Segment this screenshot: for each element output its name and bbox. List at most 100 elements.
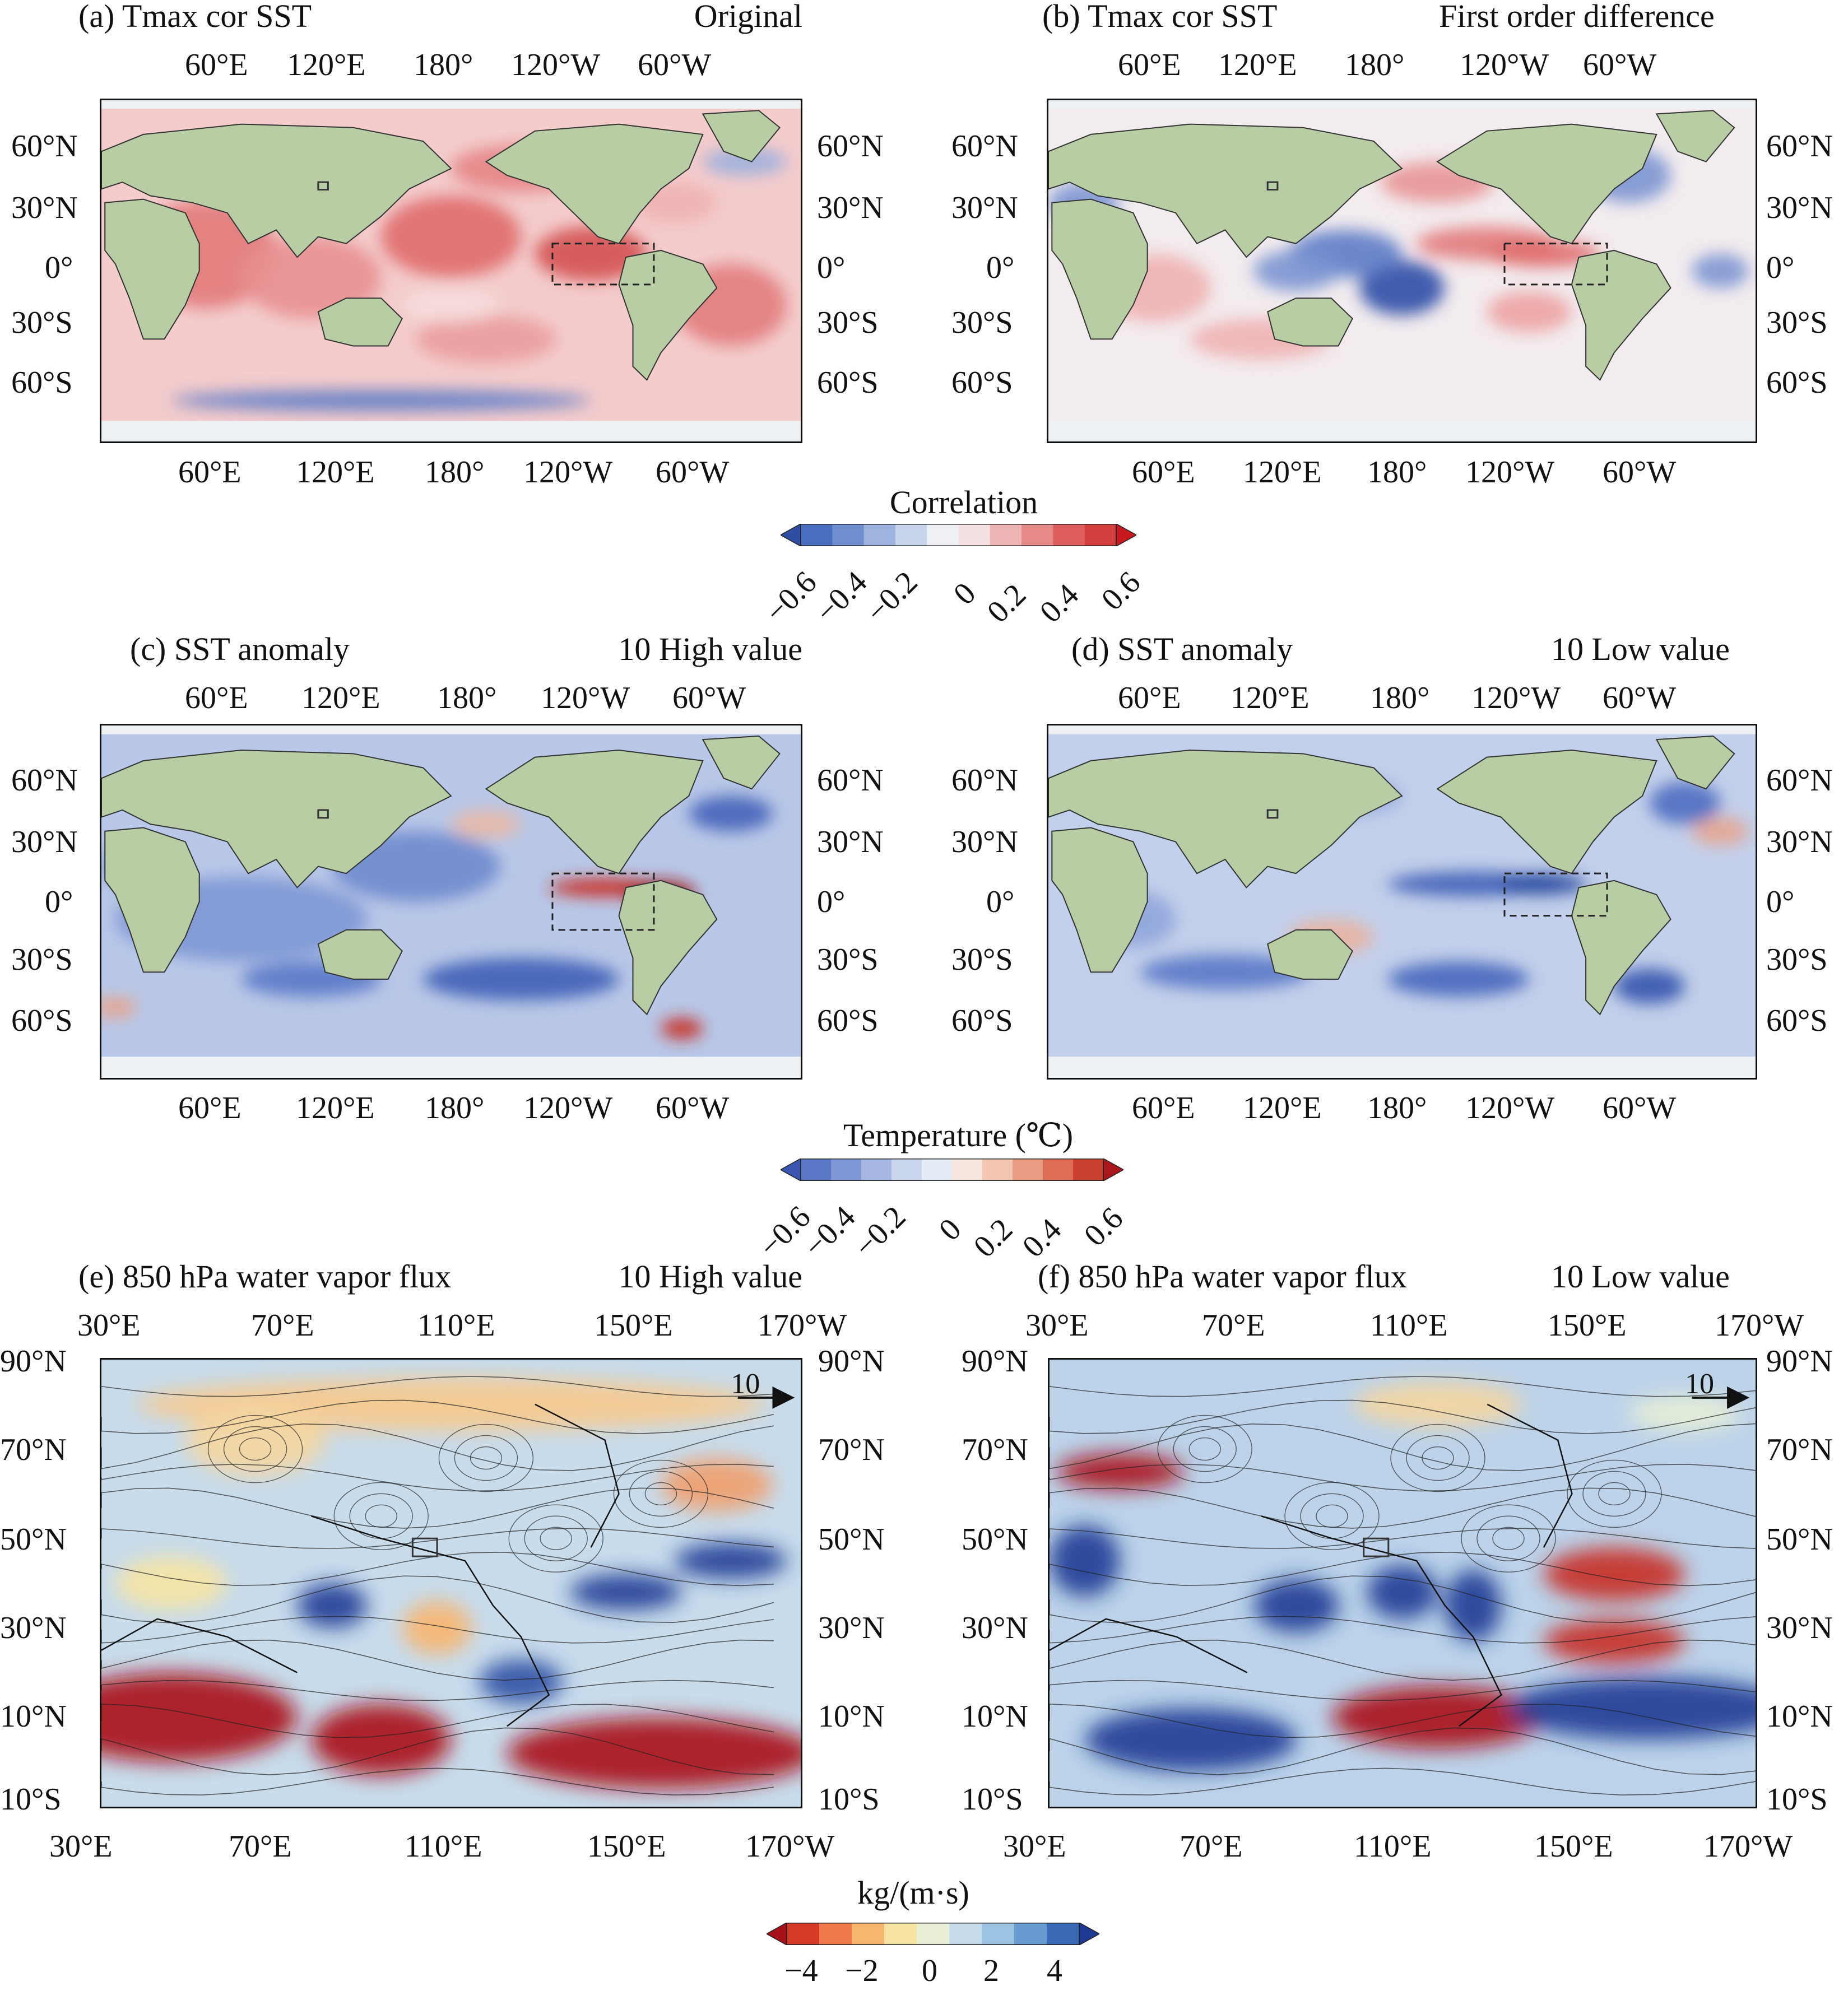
- right-tick: 60°S: [817, 365, 879, 400]
- right-tick: 0°: [817, 885, 846, 919]
- top-tick: 30°E: [1025, 1308, 1089, 1343]
- streamline: [1050, 1727, 1756, 1775]
- right-tick: 30°S: [817, 942, 879, 977]
- bottom-tick: 60°W: [1603, 1091, 1677, 1125]
- map-svg: 10: [1050, 1360, 1756, 1807]
- field-blob: [402, 287, 500, 322]
- left-tick: 60°S: [11, 1003, 73, 1038]
- streamline: [1050, 1680, 1756, 1701]
- antarctica: [1048, 421, 1756, 441]
- right-tick: 60°N: [1766, 129, 1833, 164]
- field-blob: [1254, 1579, 1339, 1632]
- bottom-tick: 120°E: [1243, 455, 1322, 490]
- streamline-loop: [454, 1435, 518, 1481]
- coastline: [1050, 1618, 1248, 1673]
- streamline: [101, 1528, 774, 1549]
- streamline-loop: [1476, 1515, 1540, 1561]
- colorbar-tick: 0: [932, 1212, 968, 1248]
- continent: [1655, 110, 1735, 162]
- top-tick: 180°: [1370, 681, 1430, 715]
- colorbar-tick: −4: [784, 1953, 818, 1988]
- field-blob: [1544, 1547, 1685, 1601]
- streamline: [101, 1487, 774, 1529]
- bottom-tick: 60°E: [1132, 455, 1195, 490]
- top-tick: 60°W: [1583, 48, 1657, 82]
- map-plot-e: 10: [100, 1358, 802, 1808]
- colorbar-swatch: [949, 1923, 982, 1945]
- left-tick: 0°: [986, 250, 1015, 285]
- streamline-loop: [1188, 1437, 1221, 1461]
- right-tick: 30°N: [817, 190, 884, 225]
- colorbar-swatch: [1043, 1159, 1074, 1181]
- colorbar-arrow-high: [1079, 1922, 1101, 1946]
- panel-subtitle: 10 Low value: [1551, 1258, 1730, 1295]
- colorbar-title: kg/(m·s): [857, 1874, 969, 1911]
- field-blob: [1353, 1381, 1523, 1427]
- streamline: [1050, 1423, 1756, 1471]
- colorbar-tick: 4: [1047, 1953, 1062, 1988]
- field-blob: [1367, 1565, 1438, 1619]
- colorbar-swatch: [852, 1923, 885, 1945]
- colorbar-title: Temperature (℃): [843, 1117, 1074, 1153]
- field-blob: [1140, 954, 1310, 990]
- panel-subtitle: Original: [694, 0, 802, 34]
- streamline: [101, 1680, 774, 1701]
- streamline: [101, 1376, 774, 1397]
- field-blob: [1050, 1525, 1120, 1597]
- streamline-loop: [1461, 1504, 1556, 1573]
- streamline: [1050, 1528, 1756, 1549]
- nino-region-box: [551, 243, 655, 286]
- bottom-tick: 120°E: [296, 455, 375, 490]
- streamline-loop: [207, 1415, 303, 1483]
- colorbar-swatch: [863, 524, 896, 546]
- streamline-loop: [365, 1504, 397, 1528]
- top-tick: 60°E: [185, 681, 248, 715]
- continent: [1267, 297, 1353, 347]
- colorbar-swatch: [927, 524, 959, 546]
- continent: [485, 750, 704, 874]
- bottom-tick: 60°E: [178, 1091, 242, 1125]
- left-tick: 50°N: [962, 1522, 1028, 1557]
- field-blob: [1487, 291, 1572, 333]
- right-tick: 60°N: [817, 763, 884, 798]
- top-tick: 150°E: [594, 1308, 673, 1343]
- colorbar-swatch: [982, 1159, 1013, 1181]
- bottom-tick: 60°W: [656, 1091, 730, 1125]
- streamline: [101, 1399, 774, 1434]
- streamline-loop: [438, 1424, 534, 1492]
- colorbar-swatch: [990, 524, 1022, 546]
- continent: [104, 198, 200, 340]
- panel-subtitle: 10 High value: [618, 631, 802, 667]
- field-blob: [1387, 961, 1530, 997]
- field-blob: [1056, 1453, 1184, 1490]
- colorbar-swatch: [1047, 1923, 1080, 1945]
- right-tick: 30°N: [1766, 1611, 1833, 1645]
- panel-subtitle: 10 Low value: [1551, 631, 1730, 667]
- map-svg: [1048, 100, 1756, 441]
- bottom-tick: 70°E: [1180, 1829, 1243, 1864]
- continent: [101, 123, 452, 258]
- colorbar-tick: 0.4: [1015, 1212, 1069, 1264]
- bottom-tick: 110°E: [405, 1829, 482, 1864]
- top-tick: 70°E: [1202, 1308, 1265, 1343]
- colorbar-swatch: [832, 524, 865, 546]
- colorbar-swatch: [958, 524, 991, 546]
- streamline-loop: [1598, 1482, 1631, 1506]
- field-blob: [479, 1659, 563, 1704]
- colorbar-swatch: [952, 1159, 983, 1181]
- streamline: [1050, 1463, 1756, 1492]
- streamline-loop: [508, 1504, 603, 1573]
- continent: [101, 750, 452, 888]
- colorbar-swatch: [861, 1159, 892, 1181]
- streamline: [1050, 1575, 1756, 1623]
- streamline-loop: [239, 1437, 272, 1461]
- continent: [702, 735, 781, 790]
- streamline-loop: [1492, 1527, 1525, 1550]
- continent: [1048, 750, 1403, 888]
- bottom-tick: 150°E: [587, 1829, 666, 1864]
- nino-region-box: [551, 872, 655, 931]
- streamline: [101, 1463, 774, 1492]
- panel-b: (b) Tmax cor SST First order difference …: [919, 0, 1848, 504]
- panel-title: (f) 850 hPa water vapor flux: [1038, 1258, 1407, 1295]
- colorbar-swatch: [1073, 1159, 1104, 1181]
